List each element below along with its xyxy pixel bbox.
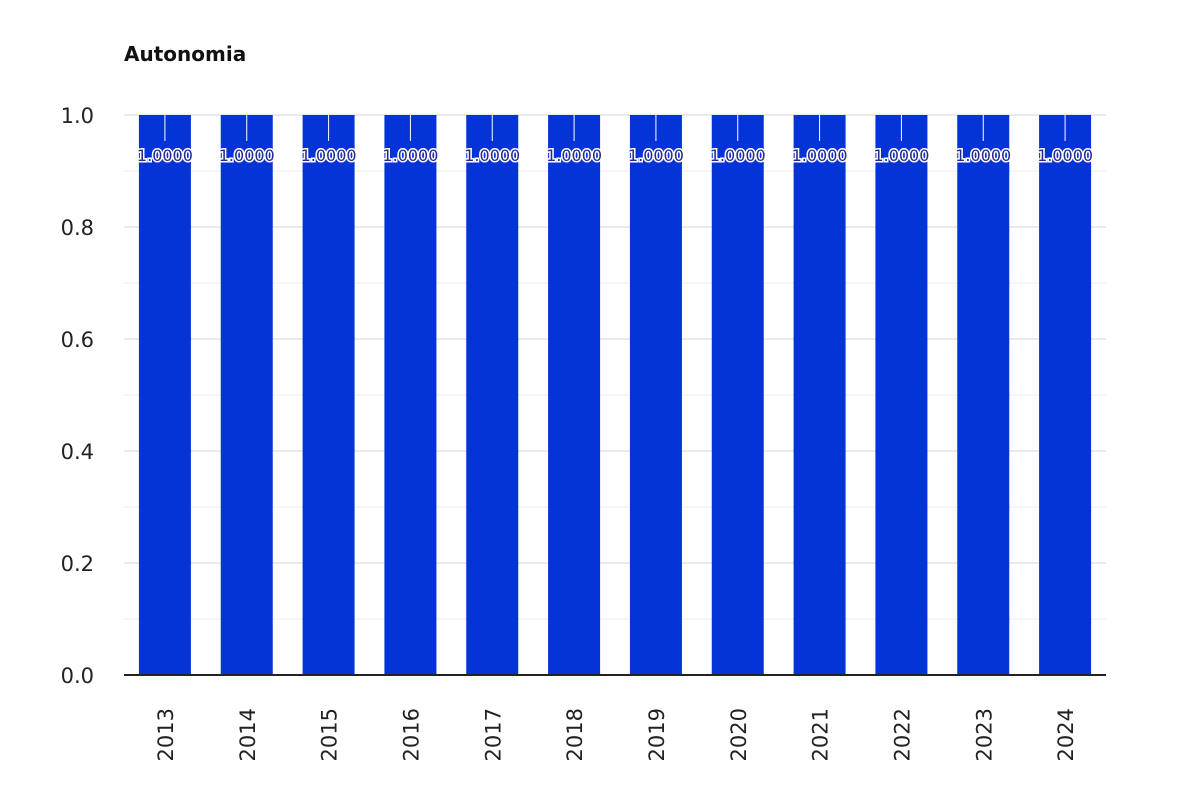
x-tick-label-2018: 2018 [563,708,587,761]
bar-2021 [793,115,846,675]
x-tick-label-2014: 2014 [236,708,260,761]
data-label-2021: 1.0000 [792,146,848,165]
grid-lines [124,114,1106,620]
data-label-2015: 1.0000 [301,146,357,165]
chart-title: Autonomia [124,42,247,66]
bar-2024 [1039,115,1092,675]
data-label-2020: 1.0000 [710,146,766,165]
bar-2023 [957,115,1010,675]
x-tick-label-2021: 2021 [809,708,833,761]
x-tick-labels: 2013 2014 2015 2016 2017 2018 2019 2020 2021 2022… [154,708,1078,761]
y-tick-label: 0.2 [61,552,94,576]
data-label-2017: 1.0000 [464,146,520,165]
bar-2016 [384,115,437,675]
y-tick-label: 0.0 [61,664,94,688]
bars [138,115,1092,675]
y-tick-label: 0.4 [61,440,94,464]
data-label-2014: 1.0000 [219,146,275,165]
y-tick-label: 0.8 [61,216,94,240]
y-tick-label: 1.0 [61,104,94,128]
bar-2015 [302,115,355,675]
bar-2013 [138,115,191,675]
x-tick-label-2022: 2022 [890,708,914,761]
data-label-2024: 1.0000 [1037,146,1093,165]
data-label-2022: 1.0000 [873,146,929,165]
bar-2018 [548,115,601,675]
x-tick-label-2015: 2015 [318,708,342,761]
data-labels: 1.0000 1.0000 1.0000 1.0000 1.0000 1.0000 1.00… [135,115,1095,167]
y-tick-labels: 0.0 0.2 0.4 0.6 0.8 1.0 [61,104,94,688]
bar-2022 [875,115,928,675]
data-label-2016: 1.0000 [382,146,438,165]
bar-2020 [711,115,764,675]
x-tick-label-2017: 2017 [481,708,505,761]
data-label-2023: 1.0000 [955,146,1011,165]
bar-2017 [466,115,519,675]
data-label-2018: 1.0000 [546,146,602,165]
x-tick-label-2016: 2016 [399,708,423,761]
x-tick-label-2013: 2013 [154,708,178,761]
y-tick-label: 0.6 [61,328,94,352]
bar-2019 [629,115,682,675]
data-label-2019: 1.0000 [628,146,684,165]
x-tick-label-2020: 2020 [727,708,751,761]
data-label-2013: 1.0000 [137,146,193,165]
x-tick-label-2023: 2023 [972,708,996,761]
x-tick-label-2019: 2019 [645,708,669,761]
x-tick-label-2024: 2024 [1054,708,1078,761]
bar-2014 [220,115,273,675]
